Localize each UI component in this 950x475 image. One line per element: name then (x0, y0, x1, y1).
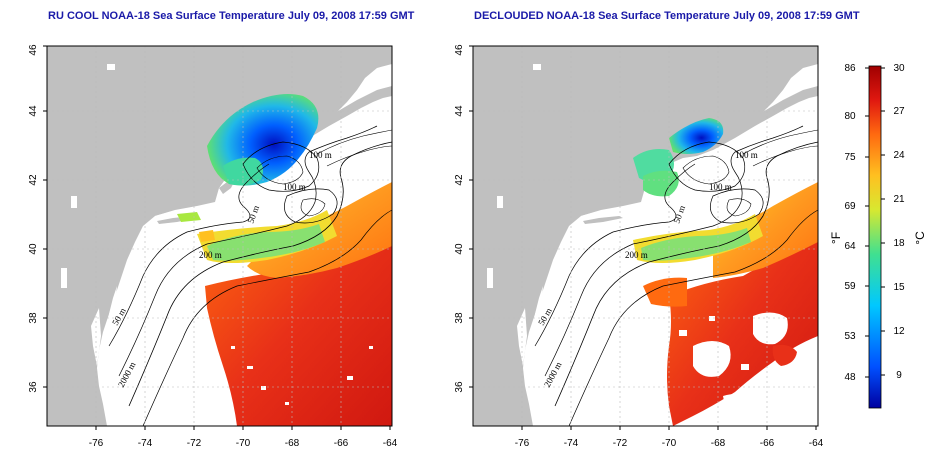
lon-tick: -70 (662, 438, 677, 449)
panel-1-lon-axis: -76 -74 -72 -70 -68 -66 -64 (89, 426, 398, 449)
panel-1-lat-axis: 36 38 40 42 44 46 (28, 44, 47, 393)
lat-tick: 38 (454, 312, 465, 324)
lat-tick: 42 (454, 174, 465, 186)
fahrenheit-tick: 86 (844, 63, 856, 74)
lon-tick: -74 (138, 438, 153, 449)
panel-2-lon-axis: -76 -74 -72 -70 -68 -66 -64 (515, 426, 824, 449)
fahrenheit-tick: 75 (844, 152, 856, 163)
panel-2-lat-axis: 36 38 40 42 44 46 (454, 44, 473, 393)
lon-tick: -64 (383, 438, 398, 449)
contour-label-200m: 200 m (625, 250, 648, 260)
lat-tick: 38 (28, 312, 39, 324)
contour-label-100m-b: 100 m (283, 182, 306, 192)
lon-tick: -72 (187, 438, 202, 449)
lon-tick: -70 (236, 438, 251, 449)
celsius-tick: 27 (893, 106, 905, 117)
panel-2-title: DECLOUDED NOAA-18 Sea Surface Temperatur… (474, 10, 860, 22)
warm-water-region (205, 214, 392, 426)
lat-tick: 36 (454, 381, 465, 393)
lon-tick: -76 (515, 438, 530, 449)
celsius-tick: 9 (896, 370, 902, 381)
map-panel-1: 100 m 100 m 50 m 200 m 50 m 2000 m (46, 45, 393, 427)
fahrenheit-tick: 48 (844, 372, 856, 383)
lon-tick: -66 (334, 438, 349, 449)
panel-1-title: RU COOL NOAA-18 Sea Surface Temperature … (48, 10, 415, 22)
lat-tick: 46 (28, 44, 39, 56)
fahrenheit-unit-label: °F (829, 232, 843, 244)
lat-tick: 46 (454, 44, 465, 56)
colorbar-gradient (868, 65, 882, 409)
lon-tick: -76 (89, 438, 104, 449)
fahrenheit-tick: 59 (844, 281, 856, 292)
colorbar: 86 80 75 69 64 59 53 48 30 27 24 21 18 1… (829, 63, 927, 409)
contour-label-100m-b: 100 m (709, 182, 732, 192)
lon-tick: -74 (564, 438, 579, 449)
transition-water-region (713, 182, 818, 278)
celsius-unit-label: °C (913, 231, 927, 245)
celsius-tick: 24 (893, 150, 905, 161)
lon-tick: -72 (613, 438, 628, 449)
contour-label-200m: 200 m (199, 250, 222, 260)
lat-tick: 42 (28, 174, 39, 186)
lat-tick: 36 (28, 381, 39, 393)
lat-tick: 44 (454, 105, 465, 117)
celsius-tick: 15 (893, 282, 905, 293)
celsius-tick: 12 (893, 326, 905, 337)
lat-tick: 44 (28, 105, 39, 117)
celsius-tick: 18 (893, 238, 905, 249)
fahrenheit-tick: 80 (844, 111, 856, 122)
map-frame (472, 45, 819, 427)
celsius-tick: 21 (893, 194, 905, 205)
lon-tick: -66 (760, 438, 775, 449)
lon-tick: -68 (711, 438, 726, 449)
fahrenheit-tick: 64 (844, 241, 856, 252)
map-frame (46, 45, 393, 427)
fahrenheit-tick: 69 (844, 201, 856, 212)
contour-label-100m-a: 100 m (735, 150, 758, 160)
contour-label-100m-a: 100 m (309, 150, 332, 160)
lon-tick: -68 (285, 438, 300, 449)
lat-tick: 40 (28, 243, 39, 255)
map-panel-2: 100 m 100 m 50 m 200 m 50 m 2000 m (472, 45, 819, 427)
cold-water-region (669, 118, 724, 154)
lat-tick: 40 (454, 243, 465, 255)
celsius-tick: 30 (893, 63, 905, 74)
fahrenheit-tick: 53 (844, 331, 856, 342)
lon-tick: -64 (809, 438, 824, 449)
